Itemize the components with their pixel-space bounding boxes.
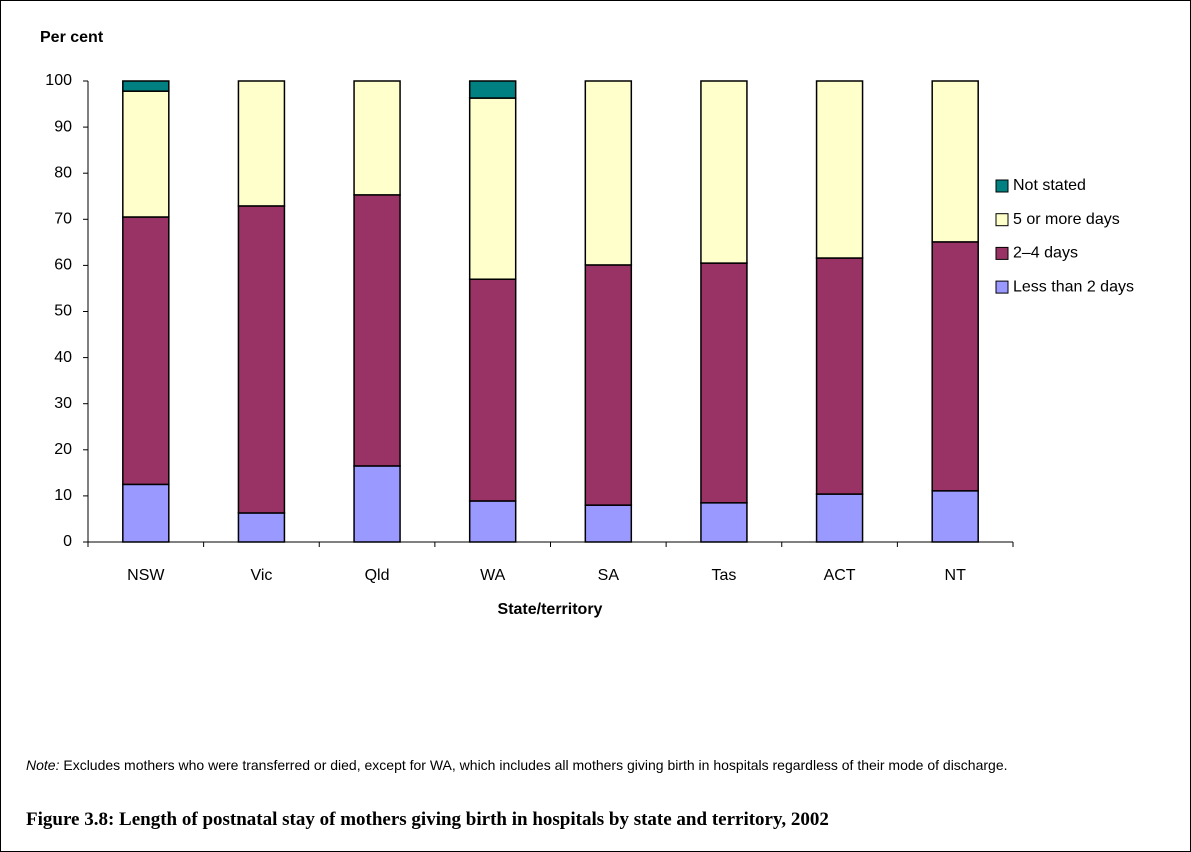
- bar-segment: [468, 278, 517, 502]
- bar-segment: [237, 512, 286, 543]
- legend-label: 5 or more days: [1013, 211, 1120, 228]
- figure-caption: Figure 3.8: Length of postnatal stay of …: [26, 809, 829, 830]
- y-tick-label: 80: [54, 164, 72, 181]
- bar-segment: [353, 465, 401, 543]
- chart: Per cent State/territory 0 10 20 30 40 50 60 70…: [40, 29, 1134, 618]
- legend-label: 2–4 days: [1013, 245, 1078, 262]
- y-tick-label: 70: [54, 211, 72, 228]
- legend-label: Less than 2 days: [1013, 278, 1134, 295]
- y-tick-label: 0: [63, 533, 72, 550]
- bar-segment: [237, 205, 286, 514]
- y-axis-label: Per cent: [40, 29, 104, 46]
- y-tick-label: 10: [54, 487, 72, 504]
- y-tick-label: 50: [54, 303, 72, 320]
- y-tick-label: 100: [45, 72, 72, 89]
- legend-swatch: [995, 280, 1009, 294]
- y-tick-label: 60: [54, 257, 72, 274]
- x-tick-label: Qld: [365, 567, 390, 584]
- bar-segment: [584, 80, 633, 266]
- y-tick-label: 90: [54, 118, 72, 135]
- bar-segment: [122, 216, 170, 486]
- legend-swatch: [995, 213, 1009, 227]
- bar-segment: [122, 90, 170, 218]
- y-tick-label: 40: [54, 349, 72, 366]
- bar-segment: [122, 80, 170, 92]
- bar-segment: [815, 257, 864, 495]
- bar-segment: [353, 194, 401, 467]
- note-text: Excludes mothers who were transferred or…: [63, 757, 1008, 773]
- note: Note: Excludes mothers who were transfer…: [26, 756, 1176, 774]
- x-tick-label: Tas: [711, 567, 736, 584]
- bar-segment: [815, 493, 864, 543]
- note-label: Note:: [26, 757, 60, 773]
- legend-label: Not stated: [1013, 177, 1086, 194]
- x-tick-label: SA: [598, 567, 620, 584]
- bar-segment: [931, 241, 979, 492]
- bar-segment: [468, 500, 517, 543]
- x-tick-label: NSW: [127, 567, 165, 584]
- legend-swatch: [995, 179, 1009, 193]
- bar-segment: [931, 490, 979, 543]
- bar-segment: [584, 264, 633, 506]
- bar-segment: [237, 80, 286, 207]
- legend-swatch: [995, 246, 1009, 260]
- bar-segment: [584, 504, 633, 543]
- y-tick-label: 30: [54, 395, 72, 412]
- x-tick-label: ACT: [824, 567, 856, 584]
- bar-segment: [700, 80, 748, 264]
- bar-segment: [122, 483, 170, 543]
- x-tick-label: Vic: [250, 567, 272, 584]
- y-tick-label: 20: [54, 441, 72, 458]
- bar-segment: [353, 80, 401, 196]
- bar-segment: [468, 80, 517, 99]
- bar-segment: [700, 502, 748, 543]
- bar-segment: [815, 80, 864, 259]
- bar-segment: [700, 262, 748, 504]
- bar-segment: [468, 97, 517, 280]
- bar-segment: [931, 80, 979, 243]
- x-axis-label: State/territory: [498, 601, 603, 618]
- x-tick-label: WA: [480, 567, 506, 584]
- x-tick-label: NT: [945, 567, 967, 584]
